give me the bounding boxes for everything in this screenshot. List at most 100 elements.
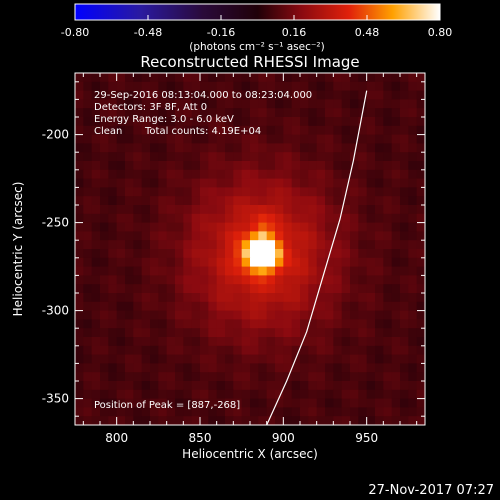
heatmap-cell — [175, 301, 184, 311]
colorbar-ticks: -0.80 -0.48 -0.16 0.16 0.48 0.80 — [61, 15, 452, 39]
heatmap-cell — [166, 196, 176, 206]
heatmap-cell — [108, 99, 118, 109]
heatmap-cell — [333, 337, 343, 347]
heatmap-cell — [333, 205, 343, 215]
heatmap-cell — [133, 337, 143, 347]
heatmap-cell — [166, 169, 176, 179]
heatmap-cell — [208, 354, 218, 364]
heatmap-cell — [383, 398, 393, 408]
heatmap-cell — [125, 389, 134, 399]
heatmap-cell — [175, 152, 184, 162]
heatmap-cell — [133, 222, 143, 232]
heatmap-cell — [358, 345, 368, 355]
heatmap-cell — [208, 389, 218, 399]
heatmap-cell — [141, 161, 151, 171]
heatmap-cell — [83, 99, 93, 109]
heatmap-cell — [158, 266, 168, 276]
heatmap-cell — [208, 143, 218, 153]
heatmap-cell — [350, 354, 359, 364]
heatmap-cell — [333, 161, 343, 171]
heatmap-cell — [275, 328, 284, 338]
heatmap-cell — [108, 134, 118, 144]
heatmap-cell — [133, 345, 143, 355]
heatmap-cell — [391, 81, 401, 91]
heatmap-cell — [158, 161, 168, 171]
heatmap-cell — [325, 196, 334, 206]
heatmap-cell — [150, 240, 159, 250]
heatmap-cell — [258, 108, 268, 118]
heatmap-cell — [75, 345, 84, 355]
heatmap-cell — [191, 81, 201, 91]
heatmap-cell — [333, 169, 343, 179]
heatmap-cell — [75, 328, 84, 338]
heatmap-cell — [225, 143, 234, 153]
heatmap-cell — [133, 205, 143, 215]
heatmap-cell — [341, 363, 351, 373]
heatmap-cell — [266, 196, 276, 206]
heatmap-cell — [233, 301, 243, 311]
heatmap-cell — [408, 328, 418, 338]
heatmap-cell — [125, 231, 134, 241]
heatmap-cell — [141, 389, 151, 399]
heatmap-cell — [375, 407, 384, 417]
heatmap-cell — [250, 337, 259, 347]
heatmap-cell — [166, 363, 176, 373]
heatmap-cell — [283, 257, 293, 267]
heatmap-cell — [158, 196, 168, 206]
heatmap-cell — [125, 143, 134, 153]
heatmap-cell — [275, 257, 284, 267]
heatmap-cell — [400, 196, 409, 206]
heatmap-cell — [83, 108, 93, 118]
heatmap-cell — [333, 328, 343, 338]
heatmap-cell — [83, 416, 93, 425]
heatmap-cell — [283, 178, 293, 188]
heatmap-cell — [291, 381, 301, 391]
heatmap-cell — [266, 152, 276, 162]
heatmap-cell — [108, 231, 118, 241]
heatmap-cell — [183, 257, 193, 267]
heatmap-cell — [350, 381, 359, 391]
heatmap-cell — [108, 178, 118, 188]
heatmap-cell — [158, 117, 168, 127]
heatmap-cell — [166, 90, 176, 100]
heatmap-cell — [250, 389, 259, 399]
heatmap-cell — [316, 257, 326, 267]
heatmap-cell — [150, 152, 159, 162]
heatmap-cell — [275, 134, 284, 144]
heatmap-cell — [400, 117, 409, 127]
heatmap-cell — [408, 257, 418, 267]
heatmap-cell — [175, 293, 184, 303]
heatmap-cell — [75, 301, 84, 311]
heatmap-cell — [83, 240, 93, 250]
heatmap-cell — [391, 372, 401, 382]
heatmap-cell — [316, 143, 326, 153]
heatmap-cell — [108, 328, 118, 338]
heatmap-cell — [408, 381, 418, 391]
heatmap-cell — [191, 310, 201, 320]
heatmap-cell — [216, 231, 226, 241]
heatmap-cell — [408, 319, 418, 329]
heatmap-cell — [233, 222, 243, 232]
heatmap-cell — [75, 240, 84, 250]
heatmap-cell — [108, 310, 118, 320]
heatmap-cell — [83, 231, 93, 241]
heatmap-cell — [133, 178, 143, 188]
heatmap-cell — [116, 134, 126, 144]
heatmap-cell — [183, 284, 193, 294]
heatmap-cell — [175, 108, 184, 118]
heatmap-cell — [141, 372, 151, 382]
heatmap-cell — [83, 319, 93, 329]
heatmap-cell — [225, 275, 234, 285]
heatmap-cell — [300, 213, 309, 223]
heatmap-cell — [166, 328, 176, 338]
heatmap-cell — [91, 178, 101, 188]
heatmap-cell — [350, 143, 359, 153]
heatmap-cell — [150, 372, 159, 382]
heatmap-cell — [233, 319, 243, 329]
heatmap-cell — [266, 284, 276, 294]
heatmap-cell — [416, 275, 425, 285]
heatmap-cell — [275, 372, 284, 382]
heatmap-cell — [408, 108, 418, 118]
heatmap-cell — [125, 134, 134, 144]
heatmap-cell — [308, 363, 318, 373]
